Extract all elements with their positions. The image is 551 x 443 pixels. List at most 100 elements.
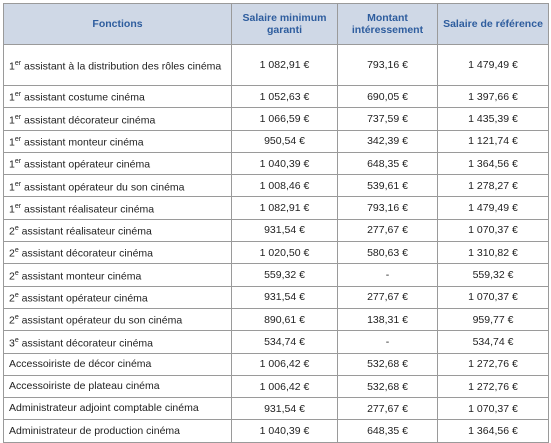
table-row: Accessoiriste de décor cinéma 1 006,42 €5… (3, 352, 549, 376)
amount-cell: 1 006,42 € (231, 374, 338, 399)
ordinal-suffix: e (14, 225, 19, 233)
ordinal-number: 2 (9, 225, 15, 238)
table-row: 1er assistant décorateur cinéma 1 066,59 … (3, 107, 549, 131)
ordinal-suffix: er (14, 91, 22, 99)
amount-cell: 1 052,63 € (231, 84, 338, 109)
amount-cell: 559,32 € (231, 263, 338, 287)
amount-cell: 690,05 € (337, 84, 438, 109)
function-text: assistant monteur cinéma (21, 270, 142, 283)
table-row: 1er assistant opérateur du son cinéma 1 0… (3, 174, 549, 198)
table-row: 3e assistant décorateur cinéma 534,74 € -5… (3, 330, 549, 354)
amount-cell: 1 479,49 € (437, 196, 549, 220)
ordinal-number: 1 (9, 60, 15, 73)
amount-cell: 1 070,37 € (437, 397, 549, 421)
ordinal-suffix: er (14, 202, 22, 210)
amount-cell: 277,67 € (337, 397, 438, 421)
amount-cell: 534,74 € (231, 330, 338, 354)
amount-cell: 1 020,50 € (231, 241, 338, 265)
ordinal-number: 1 (9, 91, 15, 104)
ordinal-suffix: e (14, 314, 19, 322)
ordinal-number: 1 (9, 158, 15, 171)
amount-cell: 890,61 € (231, 307, 338, 332)
amount-cell: 1 397,66 € (437, 84, 549, 109)
ordinal-suffix: e (14, 292, 19, 300)
table-row: 2e assistant décorateur cinéma 1 020,50 €… (3, 241, 549, 265)
function-text: assistant opérateur du son cinéma (24, 181, 185, 194)
amount-cell: 1 121,74 € (437, 129, 549, 153)
function-cell: 3e assistant décorateur cinéma (3, 330, 232, 354)
function-cell: 1er assistant costume cinéma (3, 84, 232, 109)
ordinal-suffix: er (14, 180, 22, 188)
function-cell: Accessoiriste de décor cinéma (3, 352, 232, 376)
amount-cell: 1 479,49 € (437, 44, 549, 86)
function-cell: 2e assistant décorateur cinéma (3, 241, 232, 265)
amount-cell: 1 272,76 € (437, 374, 549, 399)
table-row: 1er assistant réalisateur cinéma 1 082,91… (3, 196, 549, 220)
ordinal-suffix: er (14, 113, 22, 121)
ordinal-suffix: er (14, 135, 22, 143)
ordinal-suffix: e (14, 247, 19, 255)
ordinal-number: 1 (9, 136, 15, 149)
ordinal-suffix: e (14, 269, 19, 277)
amount-cell: - (337, 263, 438, 287)
function-text: assistant opérateur du son cinéma (21, 314, 183, 327)
column-header: Fonctions (3, 3, 232, 45)
ordinal-number: 2 (9, 292, 15, 305)
function-cell: 2e assistant monteur cinéma (3, 263, 232, 287)
amount-cell: 931,54 € (231, 397, 338, 421)
amount-cell: - (337, 330, 438, 354)
function-cell: 1er assistant à la distribution des rôle… (3, 44, 232, 86)
function-text: assistant monteur cinéma (24, 136, 144, 149)
amount-cell: 1 070,37 € (437, 218, 549, 243)
column-header: Salaire minimum garanti (231, 3, 338, 45)
amount-cell: 737,59 € (337, 107, 438, 131)
amount-cell: 532,68 € (337, 352, 438, 376)
amount-cell: 793,16 € (337, 44, 438, 86)
function-text: assistant décorateur cinéma (24, 114, 156, 127)
ordinal-number: 1 (9, 181, 15, 194)
column-header: Salaire de référence (437, 3, 549, 45)
function-text: assistant costume cinéma (24, 91, 145, 104)
ordinal-suffix: er (14, 158, 22, 166)
amount-cell: 793,16 € (337, 196, 438, 220)
amount-cell: 138,31 € (337, 307, 438, 332)
function-text: assistant opérateur cinéma (21, 292, 148, 305)
function-cell: 2e assistant réalisateur cinéma (3, 218, 232, 243)
function-cell: Administrateur adjoint comptable cinéma (3, 397, 232, 421)
amount-cell: 648,35 € (337, 151, 438, 176)
amount-cell: 1 310,82 € (437, 241, 549, 265)
function-text: assistant réalisateur cinéma (24, 203, 155, 216)
ordinal-number: 1 (9, 114, 15, 127)
table-row: 1er assistant costume cinéma 1 052,63 €69… (3, 84, 549, 109)
amount-cell: 1 070,37 € (437, 285, 549, 309)
function-cell: 1er assistant opérateur cinéma (3, 151, 232, 176)
amount-cell: 277,67 € (337, 218, 438, 243)
amount-cell: 534,74 € (437, 330, 549, 354)
column-header: Montant intéressement (337, 3, 438, 45)
amount-cell: 1 364,56 € (437, 419, 549, 443)
function-cell: 2e assistant opérateur cinéma (3, 285, 232, 309)
amount-cell: 648,35 € (337, 419, 438, 443)
function-cell: 1er assistant réalisateur cinéma (3, 196, 232, 220)
table-row: 2e assistant opérateur du son cinéma 890,… (3, 307, 549, 332)
amount-cell: 1 435,39 € (437, 107, 549, 131)
function-cell: 1er assistant monteur cinéma (3, 129, 232, 153)
table-row: Accessoiriste de plateau cinéma 1 006,42 … (3, 374, 549, 399)
ordinal-number: 3 (9, 337, 15, 350)
amount-cell: 1 272,76 € (437, 352, 549, 376)
ordinal-suffix: er (14, 59, 22, 67)
table-row: 2e assistant réalisateur cinéma 931,54 €2… (3, 218, 549, 243)
amount-cell: 1 066,59 € (231, 107, 338, 131)
amount-cell: 1 008,46 € (231, 174, 338, 198)
ordinal-number: 2 (9, 247, 15, 260)
ordinal-number: 1 (9, 203, 15, 216)
amount-cell: 539,61 € (337, 174, 438, 198)
function-text: assistant opérateur cinéma (24, 158, 151, 171)
function-cell: 2e assistant opérateur du son cinéma (3, 307, 232, 332)
ordinal-suffix: e (14, 336, 19, 344)
function-text: assistant décorateur cinéma (21, 337, 153, 350)
table-row: Administrateur adjoint comptable cinéma 9… (3, 397, 549, 421)
amount-cell: 559,32 € (437, 263, 549, 287)
